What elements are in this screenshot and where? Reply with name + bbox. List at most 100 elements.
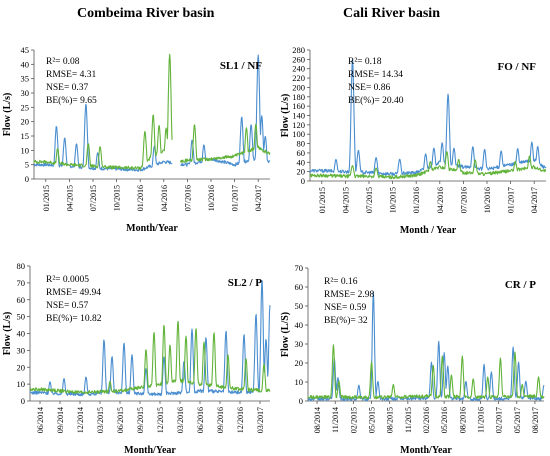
x-tick-label: 01/2016 bbox=[136, 185, 145, 211]
y-tick-label: 60 bbox=[297, 148, 306, 158]
y-tick-label: 30 bbox=[17, 345, 26, 355]
y-tick-label: 25 bbox=[21, 102, 30, 112]
x-tick-label: 01/2015 bbox=[42, 185, 51, 211]
x-tick-label: 01/2017 bbox=[507, 187, 516, 213]
x-tick-label: 01/2015 bbox=[318, 187, 327, 213]
series-line-green bbox=[309, 151, 547, 180]
y-tick-label: 70 bbox=[295, 263, 304, 273]
stats-nse: NSE= 0.57 bbox=[46, 301, 89, 311]
x-tick-label: 05/2017 bbox=[513, 407, 522, 433]
y-tick-label: 120 bbox=[292, 120, 305, 130]
stats-r2: R²= 0.08 bbox=[46, 57, 80, 67]
x-tick-label: 11/2014 bbox=[331, 407, 340, 433]
x-tick-label: 10/2015 bbox=[389, 187, 398, 213]
y-tick-label: 0 bbox=[25, 174, 29, 184]
x-tick-label: 09/2014 bbox=[56, 407, 65, 433]
x-tick-label: 06/2014 bbox=[36, 407, 45, 433]
stats-be: BE(%)= 9.65 bbox=[46, 95, 97, 106]
y-tick-label: 40 bbox=[297, 157, 306, 167]
x-tick-label: 05/2015 bbox=[368, 407, 377, 433]
x-tick-label: 09/2016 bbox=[216, 407, 225, 433]
x-tick-label: 07/2016 bbox=[183, 185, 192, 211]
basin-title-left: Combeima River basin bbox=[77, 6, 215, 21]
x-tick-label: 07/2016 bbox=[459, 187, 468, 213]
stats-r2: R²= 0.16 bbox=[324, 277, 358, 287]
chart-sl2: 0 10 20 30 40 50 60 70 80 06/2014 09/2014 12/2014 03… bbox=[2, 261, 271, 456]
y-tick-label: 260 bbox=[292, 54, 305, 64]
y-tick-label: 40 bbox=[17, 329, 26, 339]
stats-rmse: RMSE= 49.94 bbox=[46, 288, 101, 298]
y-tick-label: 0 bbox=[21, 396, 25, 406]
y-tick-label: 80 bbox=[17, 261, 26, 271]
x-axis-label: Month/Year bbox=[124, 445, 176, 456]
y-tick-label: 50 bbox=[295, 301, 304, 311]
y-tick-label: 5 bbox=[25, 160, 29, 170]
y-tick-label: 80 bbox=[297, 139, 306, 149]
x-tick-label: 02/2016 bbox=[422, 407, 431, 433]
y-tick-label: 60 bbox=[295, 282, 304, 292]
x-tick-label: 04/2016 bbox=[436, 187, 445, 213]
chart-cr: 0 10 20 30 40 50 60 70 08/2014 11/2014 02/2015 05/2… bbox=[280, 263, 545, 456]
stats-be: BE(%)= 20.40 bbox=[348, 95, 404, 106]
x-tick-label: 01/2016 bbox=[412, 187, 421, 213]
x-tick-label: 03/2017 bbox=[256, 407, 265, 433]
x-tick-label: 04/2016 bbox=[160, 185, 169, 211]
x-tick-label: 07/2015 bbox=[365, 187, 374, 213]
y-tick-label: 140 bbox=[292, 111, 305, 121]
y-tick-label: 10 bbox=[21, 145, 30, 155]
y-tick-label: 10 bbox=[295, 377, 304, 387]
chart-tag: CR / P bbox=[505, 279, 536, 291]
chart-sl1: 0 5 10 15 20 25 30 35 40 45 01/2015 04/2015 07/2015 1… bbox=[2, 45, 271, 234]
x-tick-label: 10/2016 bbox=[483, 187, 492, 213]
y-tick-label: 20 bbox=[17, 362, 26, 372]
x-axis-label: Month/Year bbox=[126, 223, 178, 234]
stats-nse: NSE= 0.37 bbox=[46, 83, 89, 93]
series-line-green bbox=[29, 320, 271, 395]
x-tick-label: 01/2017 bbox=[231, 185, 240, 211]
stats-rmse: RMSE= 4.31 bbox=[46, 70, 96, 80]
x-axis-label: Month/Year bbox=[400, 445, 452, 456]
y-tick-label: 30 bbox=[21, 88, 30, 98]
y-tick-label: 60 bbox=[17, 295, 26, 305]
x-tick-label: 05/2016 bbox=[440, 407, 449, 433]
x-tick-label: 08/2017 bbox=[531, 407, 540, 433]
y-tick-label: 200 bbox=[292, 82, 305, 92]
y-axis-label: Flow (L/s) bbox=[280, 94, 291, 138]
y-axis-label: Flow (L/s) bbox=[2, 312, 13, 356]
x-tick-label: 06/2015 bbox=[116, 407, 125, 433]
x-tick-label: 08/2014 bbox=[313, 407, 322, 433]
series-line-green bbox=[33, 53, 271, 171]
x-tick-label: 12/2014 bbox=[76, 407, 85, 433]
y-axis-label: Flow (L/s) bbox=[2, 93, 13, 137]
x-tick-label: 11/2015 bbox=[404, 407, 413, 433]
x-tick-label: 04/2017 bbox=[254, 185, 263, 211]
x-tick-label: 04/2017 bbox=[530, 187, 539, 213]
x-tick-label: 12/2015 bbox=[156, 407, 165, 433]
basin-title-right: Cali River basin bbox=[343, 6, 440, 21]
x-tick-label: 10/2016 bbox=[207, 185, 216, 211]
x-tick-label: 02/2015 bbox=[349, 407, 358, 433]
y-tick-label: 50 bbox=[17, 312, 26, 322]
stats-r2: R²= 0.18 bbox=[348, 57, 382, 67]
y-tick-label: 10 bbox=[17, 379, 26, 389]
series-line-blue bbox=[309, 59, 547, 177]
series-line-blue bbox=[33, 54, 271, 172]
series-line-green bbox=[307, 344, 545, 400]
stats-nse: NSE= 0.86 bbox=[348, 83, 391, 93]
x-tick-label: 08/2016 bbox=[458, 407, 467, 433]
x-tick-label: 03/2015 bbox=[96, 407, 105, 433]
x-tick-label: 12/2016 bbox=[236, 407, 245, 433]
chart-tag: SL2 / P bbox=[228, 277, 263, 289]
y-tick-label: 45 bbox=[21, 45, 30, 55]
x-tick-label: 06/2016 bbox=[196, 407, 205, 433]
y-tick-label: 20 bbox=[295, 358, 304, 368]
y-tick-label: 40 bbox=[21, 59, 30, 69]
y-tick-label: 0 bbox=[299, 396, 303, 406]
x-tick-label: 04/2015 bbox=[341, 187, 350, 213]
y-tick-label: 160 bbox=[292, 101, 305, 111]
y-tick-label: 70 bbox=[17, 278, 26, 288]
chart-tag: SL1 / NF bbox=[220, 60, 262, 72]
y-tick-label: 20 bbox=[21, 117, 30, 127]
y-tick-label: 20 bbox=[297, 167, 306, 177]
